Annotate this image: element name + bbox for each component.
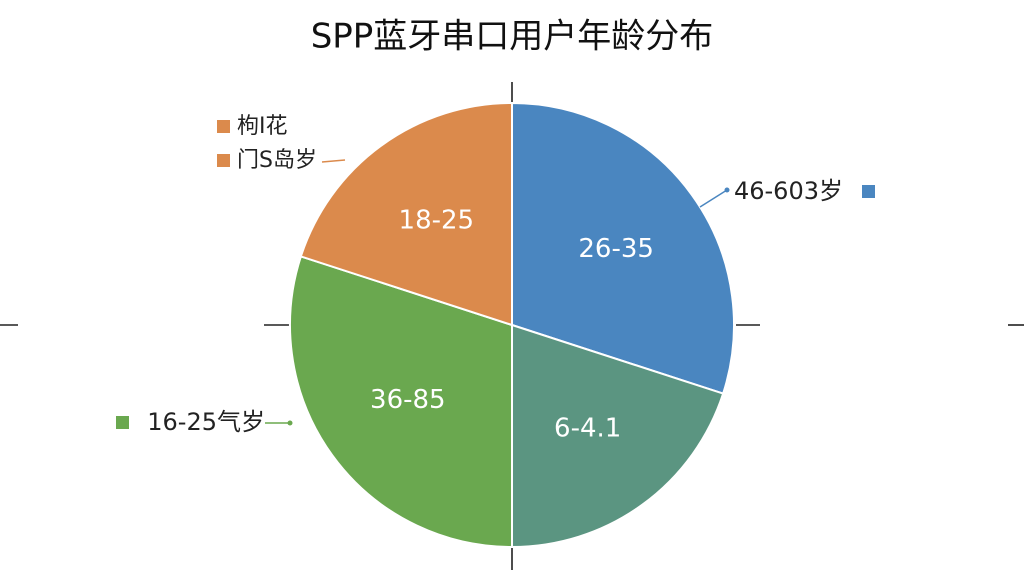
chart-title: SPP蓝牙串口用户年龄分布 bbox=[311, 17, 714, 57]
slice-label: 36-85 bbox=[370, 385, 446, 415]
legend-swatch bbox=[217, 120, 230, 133]
callout-swatch bbox=[862, 185, 875, 198]
legend-label: 门S岛岁 bbox=[237, 148, 317, 173]
slice-label: 26-35 bbox=[578, 234, 654, 264]
callout-label: 16-25气岁 bbox=[147, 408, 265, 436]
pie-slice bbox=[299, 101, 513, 327]
slice-label: 6-4.1 bbox=[554, 414, 621, 444]
leader-line bbox=[699, 189, 728, 208]
leader-line bbox=[321, 159, 346, 163]
pie-slice bbox=[511, 323, 725, 549]
leader-dot bbox=[287, 420, 293, 426]
legend-swatch bbox=[217, 154, 230, 167]
pie-slice bbox=[511, 101, 735, 395]
callout-label: 46-603岁 bbox=[734, 177, 843, 205]
pie-slice bbox=[289, 255, 513, 549]
slice-label: 18-25 bbox=[399, 205, 475, 235]
legend-label: 枸I花 bbox=[237, 114, 288, 139]
callout-swatch bbox=[116, 416, 129, 429]
leader-dot bbox=[724, 187, 730, 193]
